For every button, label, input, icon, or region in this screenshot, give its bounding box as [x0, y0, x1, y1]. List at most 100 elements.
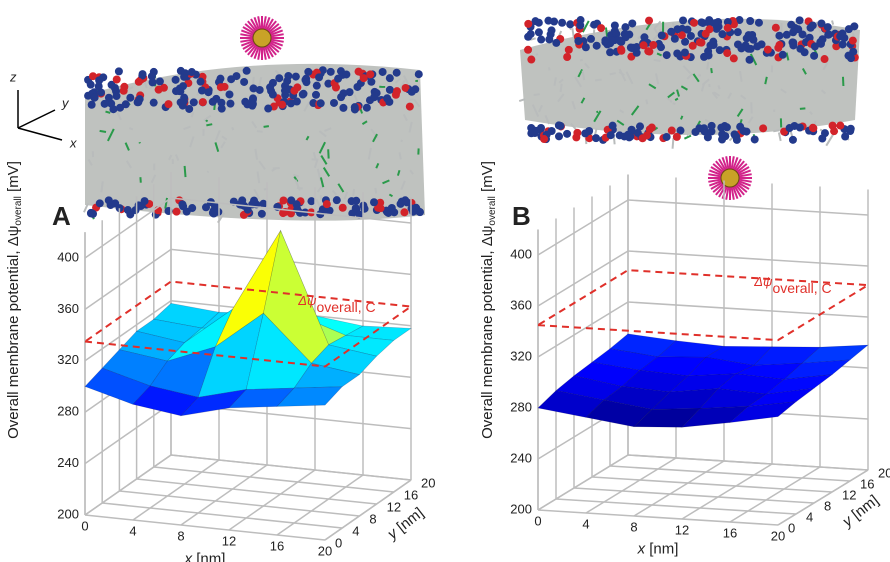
lipid-tail: [593, 110, 602, 123]
lipid-head: [639, 41, 648, 50]
lipid-head: [87, 100, 96, 109]
lipid-head: [846, 124, 855, 133]
lipid-head: [217, 98, 226, 107]
lipid-head: [817, 19, 826, 28]
x-tick-label: 12: [222, 533, 236, 548]
z-tick-label: 280: [57, 404, 79, 419]
lipid-head: [279, 196, 288, 205]
y-tick-label: 0: [335, 535, 342, 550]
x-tick-label: 20: [318, 543, 332, 558]
lipid-head: [606, 48, 615, 57]
lipid-head: [401, 83, 410, 92]
lipid-head: [369, 198, 378, 207]
lipid-tail: [190, 111, 195, 118]
lipid-head: [626, 43, 635, 52]
lipid-head: [302, 78, 311, 87]
lipid-head: [672, 132, 681, 141]
lipid-tail: [740, 94, 747, 100]
lipid-tail: [618, 68, 627, 82]
triad-arrow: [17, 109, 56, 129]
lipid-head: [316, 99, 325, 108]
lipid-head: [275, 74, 284, 83]
lipid-head: [208, 97, 217, 106]
floor-grid-line: [84, 514, 326, 541]
lipid-head: [97, 88, 106, 97]
lipid-head: [841, 132, 850, 141]
y-tick-label: 8: [824, 498, 831, 513]
lipid-head: [601, 36, 610, 45]
lipid-tail: [174, 154, 180, 161]
lipid-tail: [150, 174, 157, 184]
lipid-head: [788, 38, 797, 47]
lipid-tail: [686, 72, 694, 80]
floor-grid-line: [591, 476, 833, 493]
lipid-head: [608, 121, 617, 130]
lipid-head: [227, 75, 236, 84]
wall-grid-line: [627, 199, 869, 216]
y-tick-label: 12: [842, 487, 856, 502]
lipid-tail: [713, 91, 721, 97]
axis-edge: [777, 469, 869, 526]
lipid-tail: [739, 70, 743, 82]
wall-grid-line: [627, 301, 869, 318]
lipid-tail: [676, 89, 680, 97]
lipid-tail: [777, 132, 782, 142]
lipid-head: [563, 52, 572, 61]
lipid-tail: [538, 104, 543, 113]
lipid-tail: [293, 176, 299, 183]
lipid-tail: [316, 168, 322, 181]
lipid-tail: [206, 170, 210, 174]
lipid-head: [759, 124, 768, 133]
lipid-tail: [215, 130, 221, 141]
lipid-tail: [648, 83, 657, 90]
lipid-head: [691, 128, 700, 137]
lipid-tail: [382, 179, 390, 185]
lipid-tail: [292, 173, 300, 178]
lipid-tail: [604, 27, 609, 37]
lipid-tail: [221, 135, 228, 141]
text-part: x: [637, 540, 646, 557]
lipid-head: [154, 85, 163, 94]
lipid-tail: [105, 110, 111, 114]
triad-label: x: [69, 135, 77, 150]
lipid-tail: [413, 98, 421, 108]
lipid-tail: [319, 177, 325, 188]
lipid-tail: [319, 195, 323, 201]
lipid-head: [686, 31, 695, 40]
lipid-tail: [683, 134, 692, 140]
lipid-tail: [203, 114, 212, 122]
lipid-head: [649, 40, 658, 49]
lipid-head: [645, 16, 654, 25]
surface-patch: [327, 335, 395, 357]
floor-grid-line: [132, 459, 220, 521]
lipid-head: [806, 23, 815, 32]
lipid-head: [703, 133, 712, 142]
lipid-head: [250, 196, 259, 205]
lipid-head: [566, 20, 575, 29]
lipid-head: [746, 17, 755, 26]
lipid-head: [385, 74, 394, 83]
lipid-tail: [672, 102, 676, 106]
lipid-tail: [375, 162, 380, 169]
x-tick-label: 4: [129, 523, 136, 538]
text-part: Overall membrane potential, Δψ: [5, 226, 22, 439]
text-part: overall, C: [772, 280, 831, 296]
lipid-head: [820, 55, 829, 64]
lipid-head: [86, 80, 95, 89]
lipid-head: [771, 23, 780, 32]
lipid-head: [718, 30, 727, 39]
lipid-tail: [619, 109, 625, 114]
lipid-head: [114, 67, 123, 76]
wall-grid-line: [627, 454, 869, 471]
lipid-tail: [571, 100, 576, 110]
wall-grid-line: [84, 197, 172, 259]
axis-triad: z y x: [9, 69, 77, 150]
lipid-tail: [400, 139, 403, 143]
lipid-head: [754, 18, 763, 27]
z-tick-label: 400: [57, 249, 79, 264]
text-part: [nm]: [645, 540, 678, 557]
lipid-head: [824, 30, 833, 39]
floor-grid-line: [537, 509, 779, 526]
lipid-head: [209, 206, 218, 215]
lipid-head: [407, 87, 416, 96]
